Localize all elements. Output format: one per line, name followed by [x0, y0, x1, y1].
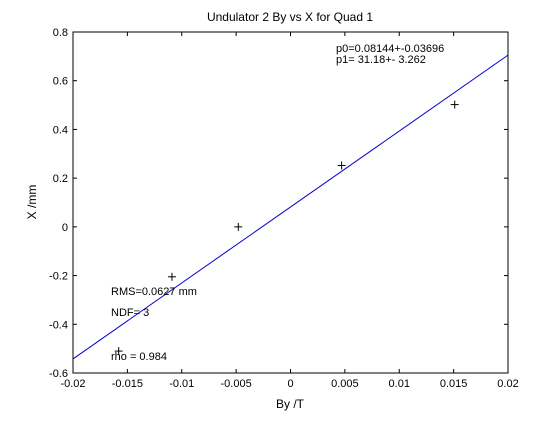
x-tick-label: -0.02 [60, 378, 85, 390]
y-axis-label: X /mm [25, 185, 39, 220]
y-tick-label: 0 [62, 222, 68, 234]
data-point [450, 100, 459, 109]
data-point [167, 272, 176, 281]
x-axis-ticks: -0.02 -0.015 -0.01 -0.005 0 0.005 0.01 0.015 0.0… [60, 32, 519, 390]
y-axis-ticks: -0.6 -0.4 -0.2 0 0.2 0.4 0.6 0.8 [49, 27, 508, 380]
fit-line [72, 54, 509, 360]
chart-title: Undulator 2 By vs X for Quad 1 [207, 10, 373, 24]
data-point [234, 222, 243, 231]
data-point [114, 347, 123, 356]
annotation-p1: p1= 31.18+- 3.262 [336, 54, 426, 66]
y-tick-label: 0.6 [53, 76, 68, 88]
x-tick-label: 0.02 [497, 378, 518, 390]
y-tick-label: 0.8 [53, 27, 68, 39]
plot-area-frame [72, 31, 509, 374]
y-tick-label: -0.4 [49, 319, 68, 331]
x-tick-label: -0.01 [169, 378, 194, 390]
y-tick-label: -0.2 [49, 271, 68, 283]
x-tick-label: -0.015 [112, 378, 143, 390]
y-tick-label: 0.2 [53, 173, 68, 185]
x-tick-label: -0.005 [221, 378, 252, 390]
annotation-ndf: NDF= 3 [111, 307, 149, 319]
annotation-rms: RMS=0.0627 mm [111, 286, 197, 298]
x-tick-label: 0.01 [389, 378, 410, 390]
x-axis-label: By /T [276, 397, 305, 411]
x-tick-label: 0.005 [331, 378, 359, 390]
y-tick-label: -0.6 [49, 368, 68, 380]
data-points [114, 100, 459, 356]
y-tick-label: 0.4 [53, 124, 68, 136]
x-tick-label: 0 [287, 378, 293, 390]
x-tick-label: 0.015 [440, 378, 468, 390]
annotation-p0: p0=0.08144+-0.03696 [336, 43, 444, 55]
data-point [337, 161, 346, 170]
annotation-rho: rho = 0.984 [111, 351, 167, 363]
